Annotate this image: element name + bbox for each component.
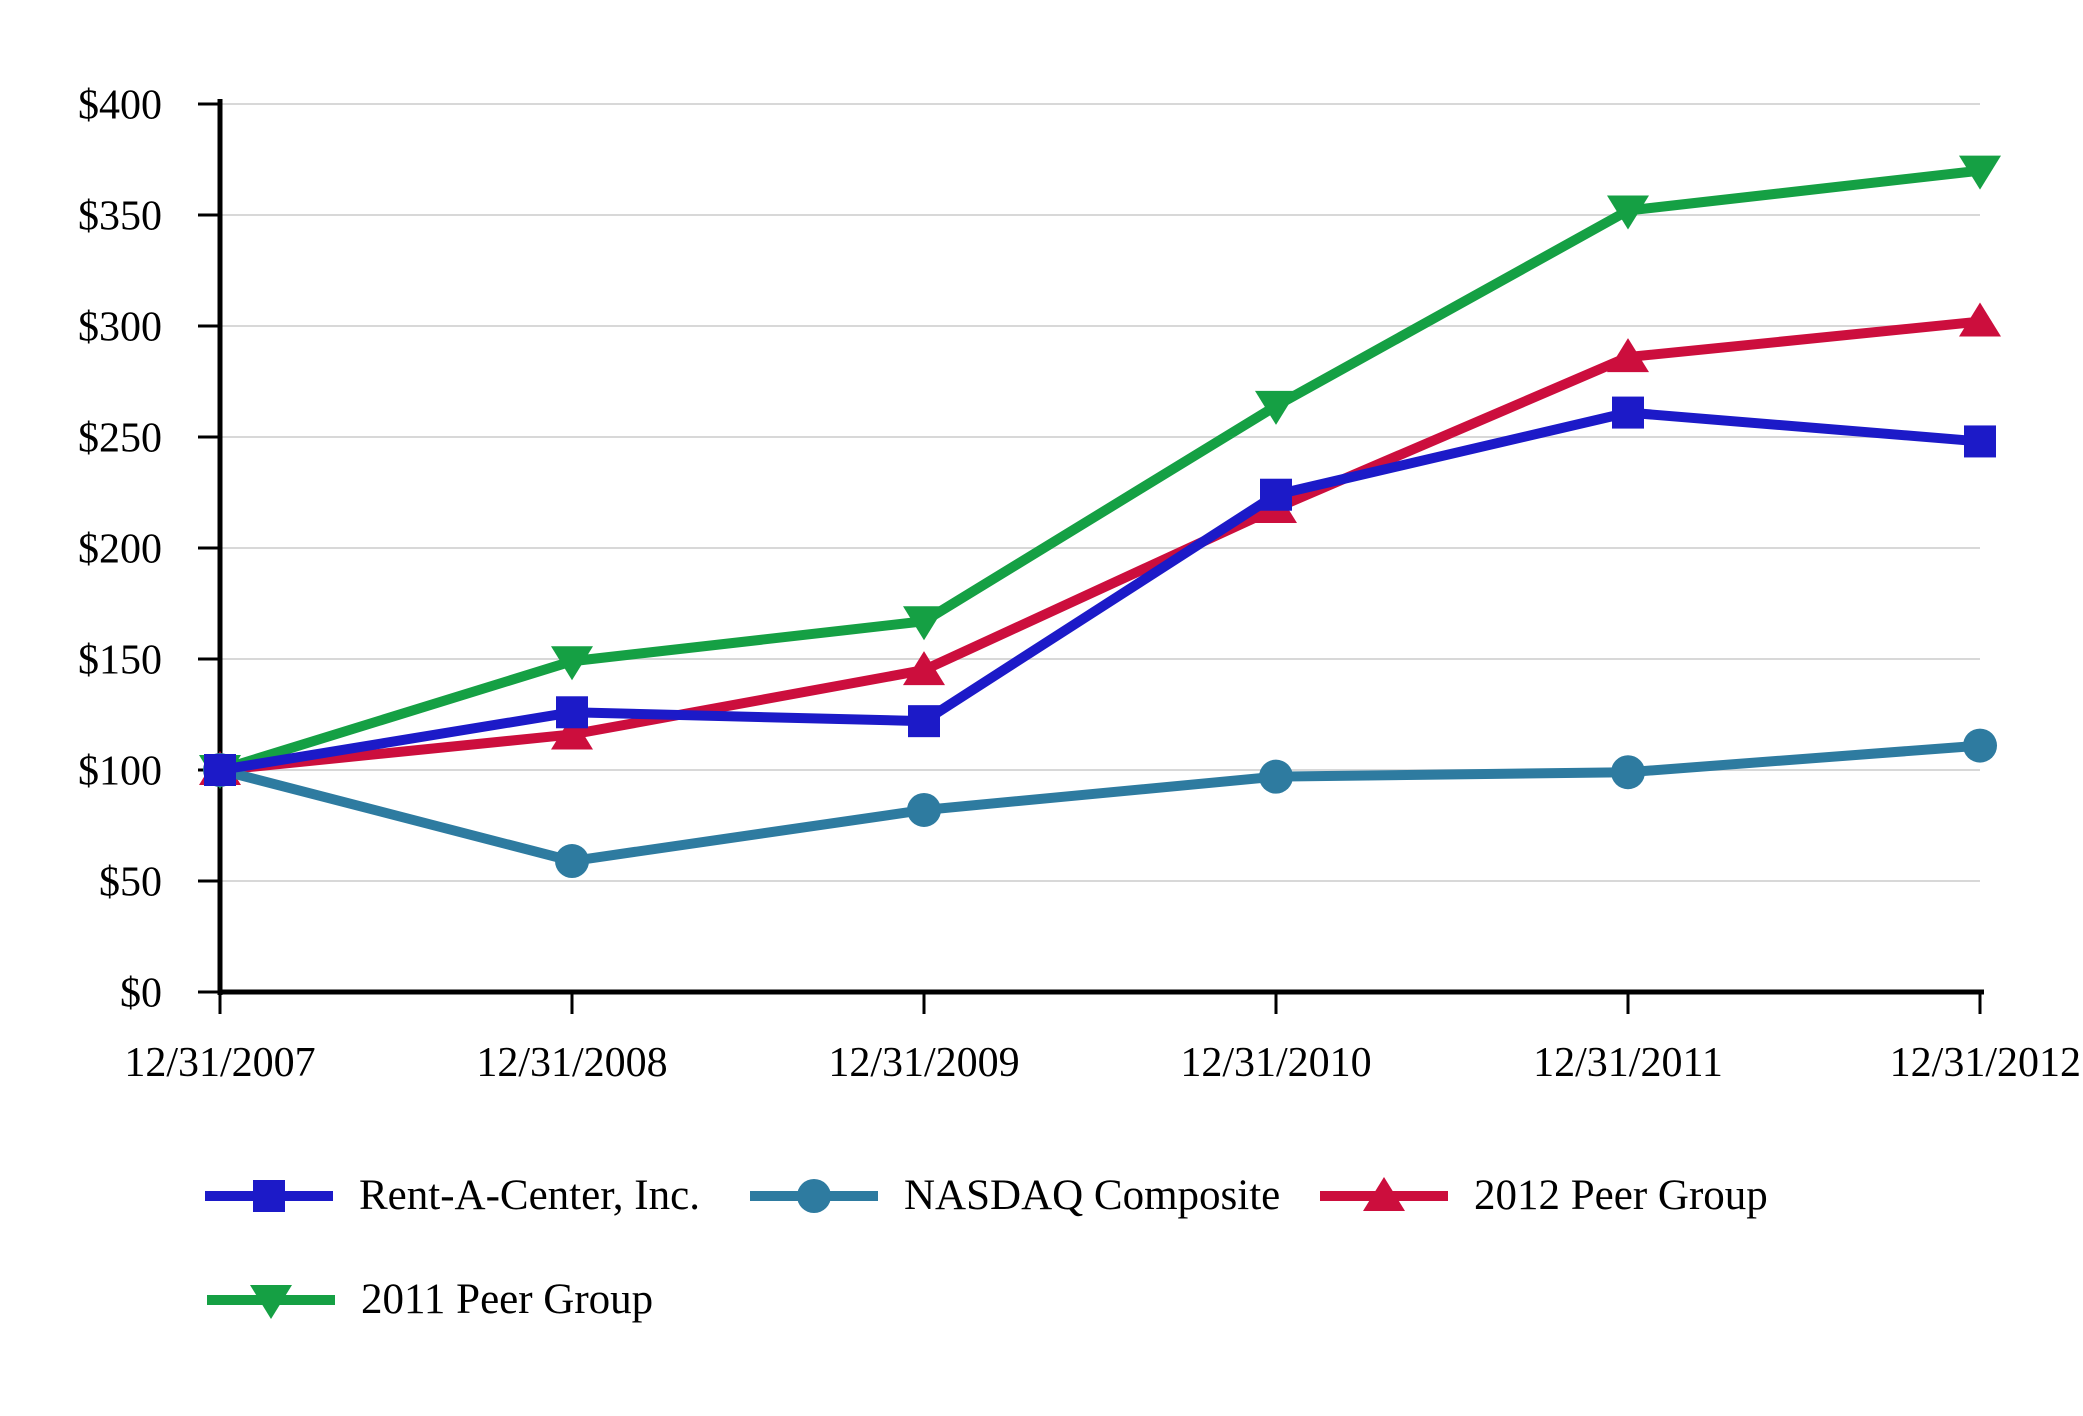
legend-label-2011-peer-group: 2011 Peer Group	[361, 1276, 654, 1323]
marker-2012-peer-group-1	[551, 715, 593, 750]
legend-marker-square-icon	[253, 1180, 285, 1212]
marker-2012-peer-group-2	[903, 651, 945, 686]
legend-item-rent-a-center-inc: Rent-A-Center, Inc.	[205, 1174, 700, 1218]
legend-marker-triangle-up-icon	[1363, 1177, 1405, 1211]
marker-nasdaq-composite-3	[1259, 759, 1293, 794]
marker-rent-a-center-inc-1	[556, 696, 588, 729]
y-axis-label-100: $100	[78, 749, 162, 795]
y-axis-label-250: $250	[78, 416, 162, 462]
legend-square-swatch-icon	[205, 1180, 333, 1212]
legend-triangle-down-swatch-icon	[207, 1285, 335, 1319]
marker-rent-a-center-inc-0	[204, 754, 236, 786]
marker-2011-peer-group-1	[551, 646, 593, 681]
legend-item-2011-peer-group: 2011 Peer Group	[207, 1278, 653, 1322]
y-axis-label-150: $150	[78, 638, 162, 684]
x-axis-label-0: 12/31/2007	[124, 1040, 315, 1086]
marker-2012-peer-group-4	[1607, 338, 1649, 373]
marker-2011-peer-group-2	[903, 606, 945, 641]
marker-2011-peer-group-4	[1607, 195, 1649, 230]
marker-2012-peer-group-5	[1959, 302, 2001, 337]
marker-nasdaq-composite-4	[1611, 755, 1645, 790]
legend-label-rent-a-center-inc: Rent-A-Center, Inc.	[359, 1172, 700, 1219]
legend-label-2012-peer-group: 2012 Peer Group	[1474, 1172, 1768, 1219]
x-axis-label-5: 12/31/2012	[1890, 1040, 2081, 1086]
x-axis-label-2: 12/31/2009	[828, 1040, 1019, 1086]
marker-rent-a-center-inc-3	[1260, 478, 1292, 511]
series-2012-peer-group	[199, 302, 2001, 785]
marker-nasdaq-composite-2	[907, 792, 941, 827]
marker-rent-a-center-inc-5	[1964, 425, 1996, 458]
x-axis-label-1: 12/31/2008	[476, 1040, 667, 1086]
y-axis-label-0: $0	[120, 971, 162, 1017]
x-axis-label-3: 12/31/2010	[1180, 1040, 1371, 1086]
series-line-rent-a-center-inc	[219, 407, 1981, 775]
series-line-2011-peer-group	[218, 165, 1981, 775]
marker-2011-peer-group-3	[1255, 390, 1297, 425]
y-axis-label-350: $350	[78, 194, 162, 240]
series-rent-a-center-inc	[204, 396, 1996, 786]
marker-rent-a-center-inc-2	[908, 705, 940, 738]
series-2011-peer-group	[199, 155, 2001, 789]
marker-nasdaq-composite-1	[555, 844, 589, 879]
y-axis-label-400: $400	[78, 83, 162, 129]
y-axis-label-300: $300	[78, 305, 162, 351]
marker-nasdaq-composite-5	[1963, 728, 1997, 763]
legend-triangle-up-swatch-icon	[1320, 1177, 1448, 1211]
y-axis-label-50: $50	[99, 860, 162, 906]
series-nasdaq-composite	[203, 728, 1997, 879]
series-line-nasdaq-composite	[218, 740, 1981, 867]
legend-marker-triangle-down-icon	[250, 1285, 292, 1319]
legend-circle-swatch-icon	[750, 1179, 878, 1213]
series-line-2012-peer-group	[219, 316, 1981, 775]
marker-rent-a-center-inc-4	[1612, 396, 1644, 429]
marker-2011-peer-group-5	[1959, 155, 2001, 190]
legend-marker-circle-icon	[797, 1179, 831, 1213]
legend-item-nasdaq-composite: NASDAQ Composite	[750, 1174, 1280, 1218]
x-axis-label-4: 12/31/2011	[1533, 1040, 1723, 1086]
y-axis-label-200: $200	[78, 527, 162, 573]
legend-item-2012-peer-group: 2012 Peer Group	[1320, 1174, 1768, 1218]
legend-label-nasdaq-composite: NASDAQ Composite	[904, 1172, 1281, 1219]
